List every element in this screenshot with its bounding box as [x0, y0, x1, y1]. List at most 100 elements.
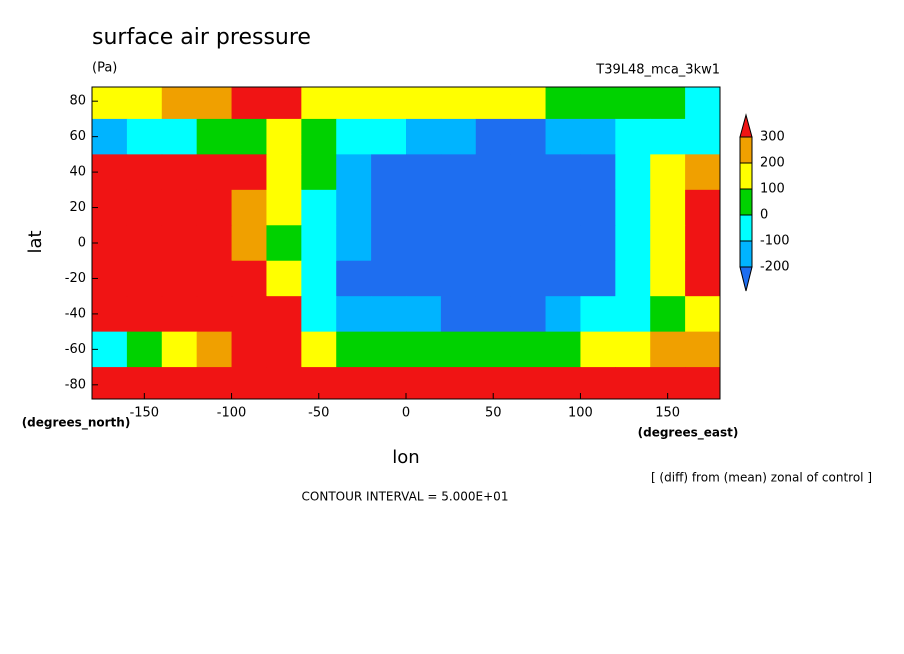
colorbar-box [739, 188, 753, 216]
field-cell [231, 189, 267, 226]
field-cell [510, 225, 547, 262]
field-cell [231, 260, 267, 297]
field-cell [406, 296, 442, 333]
field-cell [371, 367, 407, 399]
note: [ (diff) from (mean) zonal of control ] [651, 471, 872, 485]
field-cell [266, 189, 302, 226]
field-cell [92, 367, 128, 399]
field-cell [580, 154, 616, 191]
field-cell [231, 367, 267, 399]
field-cell [440, 331, 477, 368]
field-cell [545, 154, 581, 191]
field-cell [580, 296, 616, 333]
field-cell [580, 189, 616, 226]
field-cell [685, 260, 720, 297]
field-cell [266, 87, 302, 120]
field-cell [580, 118, 616, 155]
field-cell [196, 154, 233, 191]
field-cell [650, 331, 686, 368]
field-cell [475, 225, 512, 262]
field-cell [161, 225, 198, 262]
field-cell [685, 118, 720, 155]
field-cell [475, 87, 512, 120]
field-cell [440, 118, 477, 155]
field-cell [336, 189, 372, 226]
field-cell [650, 154, 686, 191]
field-cell [161, 189, 198, 226]
field-cell [406, 225, 442, 262]
field-cell [685, 367, 720, 399]
field-cell [650, 296, 686, 333]
field-cell [126, 260, 163, 297]
field-cell [336, 225, 372, 262]
field-cell [615, 367, 651, 399]
colorbar-label: 200 [760, 156, 785, 171]
y-tick-label: -60 [65, 342, 86, 357]
field-cell [231, 296, 267, 333]
y-axis-label: lat [25, 230, 46, 253]
field-cell [406, 154, 442, 191]
field-cell [510, 296, 547, 333]
colorbar-box [739, 240, 753, 268]
field-cell [161, 296, 198, 333]
field-cell [475, 189, 512, 226]
field-cell [615, 154, 651, 191]
colorbar-box [739, 214, 753, 242]
field-cell [580, 225, 616, 262]
field-cell [301, 331, 337, 368]
field-cell [126, 296, 163, 333]
field-cell [371, 118, 407, 155]
field-cell [580, 331, 616, 368]
field-cell [336, 367, 372, 399]
field-cell [650, 87, 686, 120]
dataset-label: T39L48_mca_3kw1 [595, 63, 720, 78]
field-cell [475, 260, 512, 297]
y-tick-label: 20 [69, 200, 86, 215]
field-cell [371, 225, 407, 262]
x-tick-label: 50 [485, 406, 502, 421]
field-cell [336, 331, 372, 368]
field-cell [475, 331, 512, 368]
field-cell [301, 154, 337, 191]
contour-interval: CONTOUR INTERVAL = 5.000E+01 [302, 490, 509, 504]
x-tick-label: -100 [217, 406, 247, 421]
field-cell [196, 260, 233, 297]
field-cell [126, 118, 163, 155]
field-cell [650, 260, 686, 297]
field [92, 87, 720, 399]
field-cell [510, 331, 547, 368]
field-cell [615, 296, 651, 333]
field-cell [301, 225, 337, 262]
field-cell [266, 296, 302, 333]
field-cell [685, 154, 720, 191]
y-tick-label: -80 [65, 377, 86, 392]
y-tick-label: -20 [65, 271, 86, 286]
field-cell [266, 225, 302, 262]
field-cell [301, 296, 337, 333]
field-cell [301, 118, 337, 155]
field-cell [615, 87, 651, 120]
field-cell [650, 189, 686, 226]
field-cell [545, 189, 581, 226]
field-cell [440, 189, 477, 226]
field-cell [440, 260, 477, 297]
x-tick-label: -50 [308, 406, 329, 421]
field-cell [371, 154, 407, 191]
field-cell [545, 225, 581, 262]
field-cell [406, 87, 442, 120]
field-cell [650, 225, 686, 262]
field-cell [475, 296, 512, 333]
field-cell [371, 189, 407, 226]
field-cell [406, 189, 442, 226]
field-cell [510, 189, 547, 226]
field-cell [580, 260, 616, 297]
field-cell [231, 118, 267, 155]
field-cell [440, 154, 477, 191]
field-cell [580, 87, 616, 120]
field-cell [440, 367, 477, 399]
units: (Pa) [92, 61, 117, 76]
field-cell [685, 296, 720, 333]
field-cell [301, 260, 337, 297]
field-cell [301, 189, 337, 226]
